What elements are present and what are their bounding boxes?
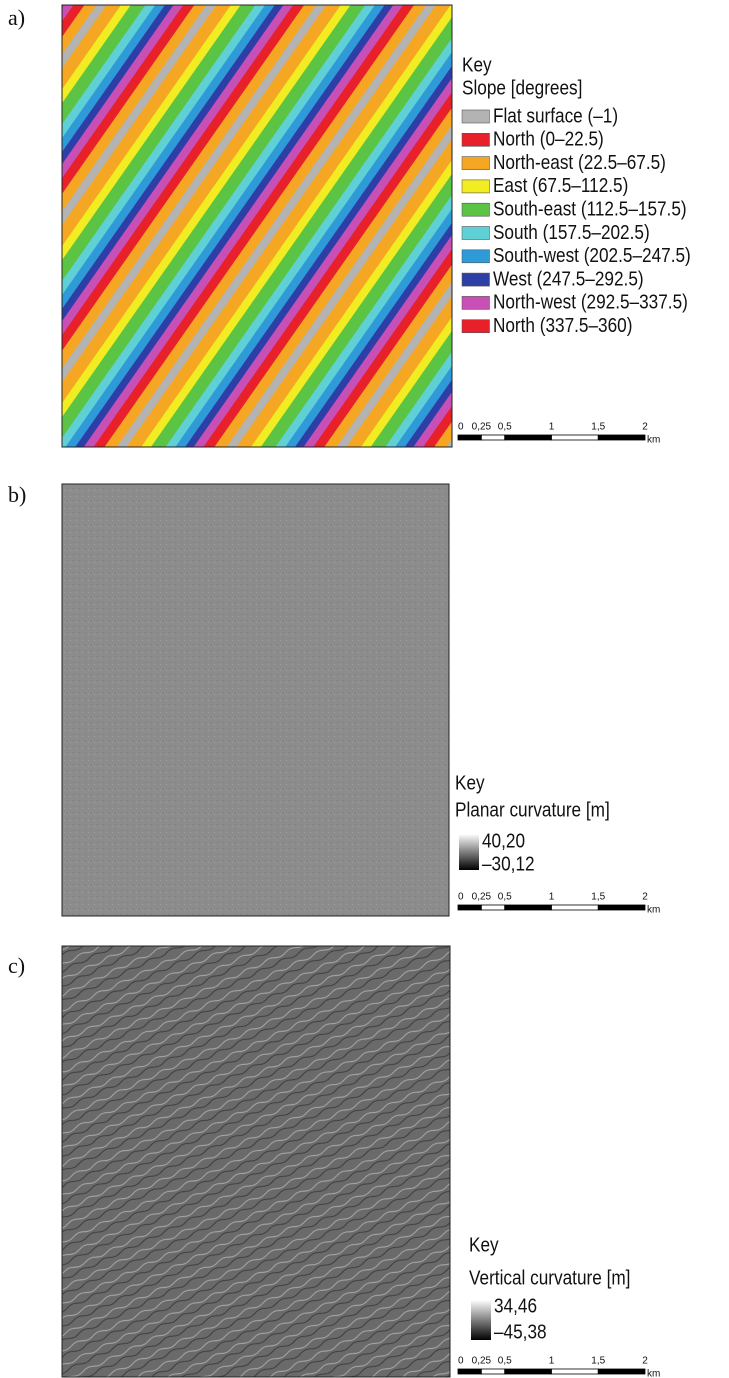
legend-swatch xyxy=(461,249,490,264)
legend-swatch xyxy=(461,296,490,310)
scale-label: 0 xyxy=(458,892,464,903)
scale-label: 0,5 xyxy=(498,892,512,903)
legend-swatch xyxy=(461,226,490,240)
legend-key: Key xyxy=(469,1233,499,1256)
scale-segment xyxy=(551,1368,599,1375)
scale-unit: km xyxy=(647,905,660,916)
legend-entry: Flat surface (–1) xyxy=(493,104,618,127)
legend-key: Key xyxy=(455,771,485,794)
legend-swatch xyxy=(461,202,490,217)
color-ramp xyxy=(471,1300,491,1340)
scale-segment xyxy=(480,434,506,441)
scale-unit: km xyxy=(647,435,660,446)
scale-label: 1 xyxy=(549,422,555,433)
scale-label: 0,5 xyxy=(498,1356,512,1367)
legend-entry: South (157.5–202.5) xyxy=(493,221,650,244)
scale-segment xyxy=(504,434,552,441)
scale-segment xyxy=(480,904,506,911)
scale-segment xyxy=(504,904,552,911)
scale-segment xyxy=(597,1368,646,1375)
scale-segment xyxy=(480,1368,506,1375)
scale-label: 1 xyxy=(549,1356,555,1367)
color-ramp xyxy=(459,834,479,870)
ramp-min: –45,38 xyxy=(494,1320,547,1343)
ramp-max: 34,46 xyxy=(494,1294,537,1317)
legend-entry: North (337.5–360) xyxy=(493,314,633,337)
scale-label: 0 xyxy=(458,422,464,433)
panel-label: a) xyxy=(8,5,25,30)
scale-label: 1,5 xyxy=(591,892,605,903)
ramp-labels: 34,46 –45,38 xyxy=(494,1294,547,1343)
scale-label: 0,5 xyxy=(498,422,512,433)
legend: Key Planar curvature [m] xyxy=(455,771,610,821)
scale-segment xyxy=(457,904,482,911)
scale-label: 1,5 xyxy=(591,1356,605,1367)
panel-label: c) xyxy=(8,953,25,978)
scale-label: 2 xyxy=(642,422,648,433)
legend-entry: North-west (292.5–337.5) xyxy=(493,290,688,313)
scale-segment xyxy=(504,1368,552,1375)
scale-label: 2 xyxy=(642,1356,648,1367)
legend-entry: North-east (22.5–67.5) xyxy=(493,151,666,174)
slope-map xyxy=(61,4,453,448)
scale-label: 1,5 xyxy=(591,422,605,433)
planar-curvature-map xyxy=(61,483,450,917)
scale-segment xyxy=(551,904,599,911)
legend-title: Planar curvature [m] xyxy=(455,798,610,821)
legend-entry: South-east (112.5–157.5) xyxy=(493,197,687,220)
legend-swatch xyxy=(461,156,490,170)
legend-swatch xyxy=(461,109,490,124)
legend-title: Slope [degrees] xyxy=(462,76,582,99)
ramp-labels: 40,20–30,12 xyxy=(482,829,535,875)
legend-entry: West (247.5–292.5) xyxy=(493,267,644,290)
scale-segment xyxy=(457,1368,482,1375)
ramp-min: –30,12 xyxy=(482,852,535,875)
legend-swatch xyxy=(461,319,490,334)
scale-unit: km xyxy=(647,1369,660,1378)
scale-label: 2 xyxy=(642,892,648,903)
legend-entry: North (0–22.5) xyxy=(493,127,604,150)
legend: Key Vertical curvature [m] xyxy=(469,1233,630,1289)
scale-label: 0,25 xyxy=(472,892,492,903)
scale-segment xyxy=(551,434,599,441)
legend-entry: South-west (202.5–247.5) xyxy=(493,244,691,267)
scale-segment xyxy=(597,434,646,441)
scale-segment xyxy=(457,434,482,441)
legend-key: Key xyxy=(462,53,492,76)
scale-segment xyxy=(597,904,646,911)
scale-label: 0,25 xyxy=(472,1356,492,1367)
legend-entry: East (67.5–112.5) xyxy=(493,174,628,197)
scale-label: 0,25 xyxy=(472,422,492,433)
legend-swatch xyxy=(461,179,490,194)
legend-swatch xyxy=(461,272,490,287)
scale-label: 1 xyxy=(549,892,555,903)
legend-title: Vertical curvature [m] xyxy=(469,1266,630,1289)
scale-label: 0 xyxy=(458,1356,464,1367)
ramp-max: 40,20 xyxy=(482,829,525,852)
panel-label: b) xyxy=(8,482,26,507)
vertical-curvature-map xyxy=(61,945,451,1378)
legend-swatch xyxy=(461,133,490,147)
